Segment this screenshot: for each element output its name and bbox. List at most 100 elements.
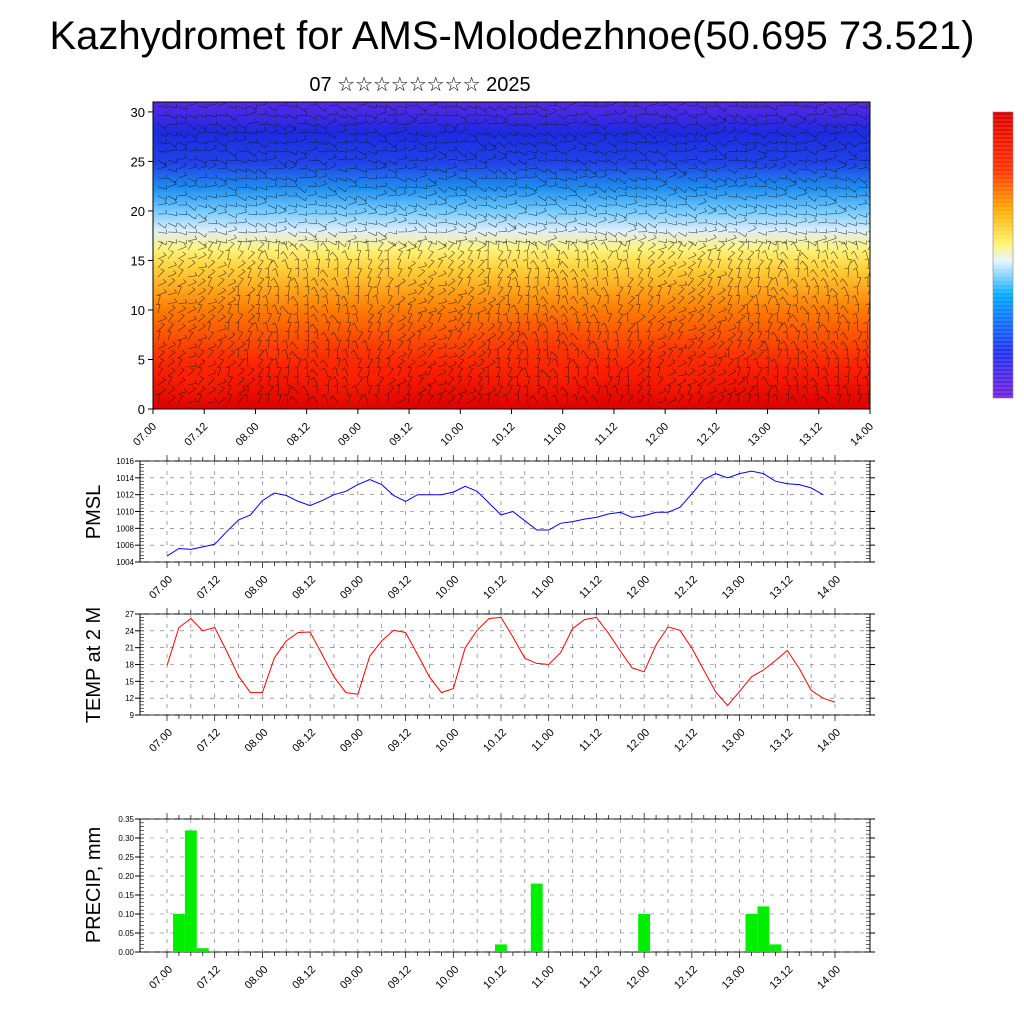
- y-tick-label: 0.15: [118, 891, 134, 900]
- y-tick-label: 15: [125, 677, 134, 686]
- x-tick-label: 09.12: [386, 574, 414, 602]
- x-tick-label: 09.00: [338, 574, 366, 602]
- heatmap-y-tick-label: 0: [138, 402, 145, 417]
- heatmap-panel: 0 5 10 15 20 25 30 07.00 07.12 08.00 08.12 09.00 09…: [131, 101, 876, 449]
- heatmap-x-tick-label: 12.00: [643, 421, 671, 449]
- heatmap-y-tick-label: 30: [131, 105, 145, 120]
- temp-series-line: [166, 616, 836, 707]
- x-tick-label: 14.00: [815, 964, 843, 992]
- x-tick-label: 08.00: [243, 574, 271, 602]
- x-tick-label: 10.12: [481, 964, 509, 992]
- pmsl-panel: 1004 1006 1008 1010 1012 1014 1016 07.00 07.12 0…: [83, 455, 875, 602]
- y-tick-label: 1004: [116, 558, 134, 567]
- y-tick-label: 24: [125, 627, 134, 636]
- heatmap-x-tick-label: 07.12: [182, 421, 210, 449]
- heatmap-y-tick-label: 25: [131, 154, 145, 169]
- y-tick-label: 0.35: [118, 815, 134, 824]
- x-tick-label: 07.12: [195, 574, 223, 602]
- x-tick-label: 08.00: [243, 964, 271, 992]
- x-tick-label: 12.00: [624, 964, 652, 992]
- x-tick-label: 11.12: [577, 964, 604, 991]
- heatmap-x-tick-label: 10.00: [438, 421, 466, 449]
- heatmap-x-tick-label: 08.12: [285, 421, 313, 449]
- heatmap-x-tick-label: 11.00: [541, 421, 568, 448]
- y-tick-label: 0.30: [118, 834, 134, 843]
- heatmap-x-tick-label: 09.00: [336, 421, 364, 449]
- precip-bar: [757, 906, 770, 952]
- wind-barbs: [155, 102, 870, 404]
- precip-bar: [638, 914, 651, 952]
- temp-y-axis: 9 12 15 18 21 24 27: [125, 610, 875, 720]
- colorbar-fill: [993, 112, 1013, 398]
- x-tick-label: 10.00: [433, 964, 461, 992]
- x-tick-label: 11.00: [529, 574, 556, 601]
- temp-ylabel: TEMP at 2 M: [83, 607, 105, 723]
- y-tick-label: 0.00: [118, 948, 134, 957]
- colorbar-levels: [992, 111, 1014, 399]
- x-tick-label: 13.00: [720, 727, 748, 755]
- precip-bar: [745, 914, 758, 952]
- x-tick-label: 14.00: [815, 574, 843, 602]
- x-tick-label: 12.12: [672, 964, 700, 992]
- heatmap-x-tick-label: 13.00: [746, 421, 774, 449]
- x-tick-label: 12.12: [672, 574, 700, 602]
- x-tick-label: 09.12: [386, 727, 414, 755]
- x-tick-label: 11.12: [577, 574, 604, 601]
- x-tick-label: 13.12: [767, 727, 795, 755]
- precip-bar: [769, 944, 782, 952]
- x-tick-label: 07.00: [147, 964, 175, 992]
- x-tick-label: 08.12: [290, 727, 318, 755]
- x-tick-label: 10.00: [433, 574, 461, 602]
- heatmap-x-tick-label: 10.12: [490, 421, 518, 449]
- x-tick-label: 13.00: [720, 574, 748, 602]
- x-tick-label: 08.12: [290, 964, 318, 992]
- x-tick-label: 13.00: [720, 964, 748, 992]
- colorbar: [992, 111, 1014, 399]
- x-tick-label: 09.00: [338, 727, 366, 755]
- heatmap-y-axis: 0 5 10 15 20 25 30: [131, 105, 153, 417]
- x-tick-label: 14.00: [815, 727, 843, 755]
- heatmap-x-tick-label: 13.12: [797, 421, 825, 449]
- precip-bars: [173, 830, 782, 952]
- temp-grid: [140, 613, 870, 716]
- page-title: Kazhydromet for AMS-Molodezhnoe(50.695 7…: [49, 14, 975, 58]
- heatmap-x-axis: 07.00 07.12 08.00 08.12 09.00 09.12 10.00 10.12…: [131, 409, 876, 449]
- pmsl-grid: [140, 460, 870, 563]
- pmsl-y-axis: 1004 1006 1008 1010 1012 1014 1016: [116, 457, 875, 567]
- x-tick-label: 13.12: [767, 964, 795, 992]
- x-tick-label: 10.00: [433, 727, 461, 755]
- precip-bar: [196, 948, 209, 952]
- heatmap-y-tick-label: 15: [131, 253, 145, 268]
- x-tick-label: 12.00: [624, 574, 652, 602]
- pmsl-series-line: [166, 470, 824, 557]
- wind-barb-field: [155, 102, 870, 404]
- precip-bar: [495, 944, 507, 952]
- heatmap-x-tick-label: 11.12: [593, 421, 620, 448]
- y-tick-label: 1008: [116, 524, 134, 533]
- x-tick-label: 10.12: [481, 727, 509, 755]
- x-tick-label: 11.00: [529, 964, 556, 991]
- heatmap-y-tick-label: 20: [131, 204, 145, 219]
- y-tick-label: 12: [125, 694, 134, 703]
- x-tick-label: 09.12: [386, 964, 414, 992]
- x-tick-label: 07.12: [195, 727, 223, 755]
- heatmap-x-tick-label: 09.12: [387, 421, 415, 449]
- heatmap-y-tick-label: 10: [131, 303, 145, 318]
- y-tick-label: 1014: [116, 474, 134, 483]
- x-tick-label: 08.00: [243, 727, 271, 755]
- y-tick-label: 21: [125, 644, 134, 653]
- x-tick-label: 07.00: [147, 727, 175, 755]
- y-tick-label: 1016: [116, 457, 134, 466]
- y-tick-label: 0.20: [118, 872, 134, 881]
- x-tick-label: 08.12: [290, 574, 318, 602]
- x-tick-label: 07.00: [147, 574, 175, 602]
- temp-panel: 9 12 15 18 21 24 27 07.00 07.12 08.00 08.12 09.00 0…: [83, 607, 875, 755]
- pmsl-ylabel: PMSL: [83, 485, 105, 539]
- y-tick-label: 9: [130, 711, 135, 720]
- heatmap-warm-blobs: [153, 310, 740, 409]
- heatmap-x-tick-label: 12.12: [695, 421, 723, 449]
- x-tick-label: 10.12: [481, 574, 509, 602]
- heatmap-x-tick-label: 07.00: [131, 421, 159, 449]
- x-tick-label: 11.00: [529, 727, 556, 754]
